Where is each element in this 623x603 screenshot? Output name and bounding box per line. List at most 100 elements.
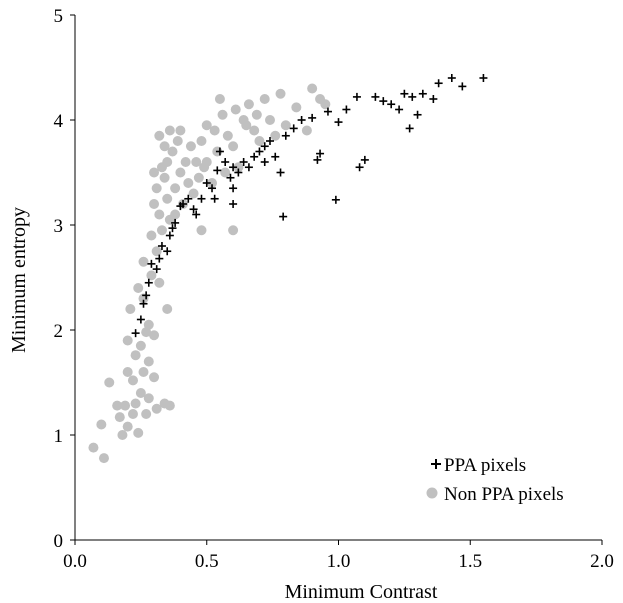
non-ppa-point: [130, 398, 141, 409]
non-ppa-point: [196, 136, 207, 146]
non-ppa-point: [270, 130, 281, 141]
ppa-point: [152, 265, 161, 274]
non-ppa-point: [151, 403, 162, 414]
ppa-point: [165, 231, 174, 240]
x-tick-label: 2.0: [590, 551, 614, 572]
ppa-point: [147, 259, 156, 268]
ppa-point: [395, 105, 404, 114]
non-ppa-point: [159, 172, 170, 183]
non-ppa-point: [233, 162, 244, 173]
series-ppa-pixels: [131, 74, 488, 338]
ppa-point: [297, 116, 306, 124]
non-ppa-point: [230, 104, 241, 115]
non-ppa-point: [175, 125, 186, 136]
non-ppa-point: [241, 120, 252, 131]
non-ppa-point: [88, 442, 99, 453]
legend-non-ppa-marker: [426, 487, 438, 499]
non-ppa-point: [120, 400, 131, 411]
ppa-point: [192, 210, 201, 219]
ppa-point: [271, 152, 280, 161]
x-tick-label: 1.0: [327, 551, 351, 572]
non-ppa-point: [191, 157, 202, 167]
series-non-ppa-pixels: [88, 83, 331, 464]
ppa-point: [265, 137, 274, 145]
non-ppa-point: [112, 400, 123, 411]
non-ppa-point: [117, 430, 128, 440]
ppa-point: [260, 158, 269, 166]
non-ppa-point: [162, 157, 173, 167]
non-ppa-point: [154, 277, 165, 288]
ppa-point: [229, 184, 238, 193]
non-ppa-point: [164, 400, 175, 411]
ppa-point: [239, 158, 248, 166]
y-tick-label: 3: [54, 216, 64, 237]
non-ppa-point: [122, 335, 133, 346]
ppa-point: [229, 163, 238, 172]
x-axis-title: Minimum Contrast: [285, 581, 438, 603]
non-ppa-point: [254, 136, 265, 146]
ppa-point: [255, 147, 264, 156]
tick-labels: 0.0 0.5 1.0 1.5 2.0 0 1 2 3 4 5: [54, 6, 614, 572]
ppa-point: [352, 92, 361, 101]
non-ppa-point: [127, 375, 138, 386]
non-ppa-point: [96, 419, 107, 430]
non-ppa-point: [127, 409, 138, 419]
non-ppa-point: [201, 157, 212, 167]
ppa-point: [197, 194, 206, 203]
non-ppa-point: [280, 120, 291, 131]
non-ppa-point: [180, 157, 191, 167]
non-ppa-point: [162, 193, 173, 204]
non-ppa-point: [207, 178, 218, 188]
ppa-point: [213, 166, 222, 175]
ppa-point: [234, 168, 243, 177]
legend-ppa-marker: [431, 459, 441, 469]
y-tick-label: 1: [54, 426, 64, 447]
ppa-point: [276, 168, 285, 177]
x-tick-label: 0.0: [63, 551, 87, 572]
ppa-point: [210, 194, 219, 203]
ppa-point: [331, 195, 340, 204]
y-tick-label: 0: [54, 531, 64, 552]
non-ppa-point: [130, 350, 141, 361]
non-ppa-point: [259, 94, 270, 104]
ppa-point: [313, 155, 322, 164]
non-ppa-point: [222, 130, 233, 141]
ppa-point: [429, 95, 438, 103]
non-ppa-point: [122, 367, 133, 377]
x-tick-label: 1.5: [458, 551, 482, 572]
ppa-point: [434, 79, 443, 88]
non-ppa-point: [149, 330, 160, 341]
ppa-point: [289, 124, 298, 133]
non-ppa-point: [143, 393, 154, 404]
ppa-point: [142, 291, 151, 300]
ppa-point: [221, 158, 230, 166]
non-ppa-point: [141, 409, 152, 419]
x-tick-label: 0.5: [195, 551, 219, 572]
non-ppa-point: [172, 136, 183, 146]
non-ppa-point: [138, 367, 149, 377]
non-ppa-point: [196, 225, 207, 236]
ppa-point: [379, 97, 388, 106]
non-ppa-point: [243, 99, 254, 110]
ppa-point: [447, 74, 456, 82]
ppa-point: [168, 224, 177, 233]
non-ppa-point: [291, 102, 302, 113]
ppa-point: [355, 163, 364, 172]
ppa-point: [189, 205, 198, 214]
non-ppa-point: [159, 141, 170, 152]
non-ppa-point: [151, 246, 162, 257]
non-ppa-point: [185, 141, 196, 152]
non-ppa-point: [98, 453, 109, 464]
non-ppa-point: [275, 88, 286, 99]
non-ppa-point: [135, 340, 146, 351]
y-axis-title: Minimum entropy: [8, 207, 30, 353]
ppa-point: [226, 173, 235, 182]
legend-ppa-label: PPA pixels: [444, 455, 526, 476]
non-ppa-point: [164, 125, 175, 136]
y-tick-label: 2: [54, 321, 64, 342]
non-ppa-point: [193, 172, 204, 183]
ppa-point: [371, 92, 380, 101]
ppa-point: [308, 113, 317, 122]
y-tick-label: 4: [54, 111, 64, 132]
